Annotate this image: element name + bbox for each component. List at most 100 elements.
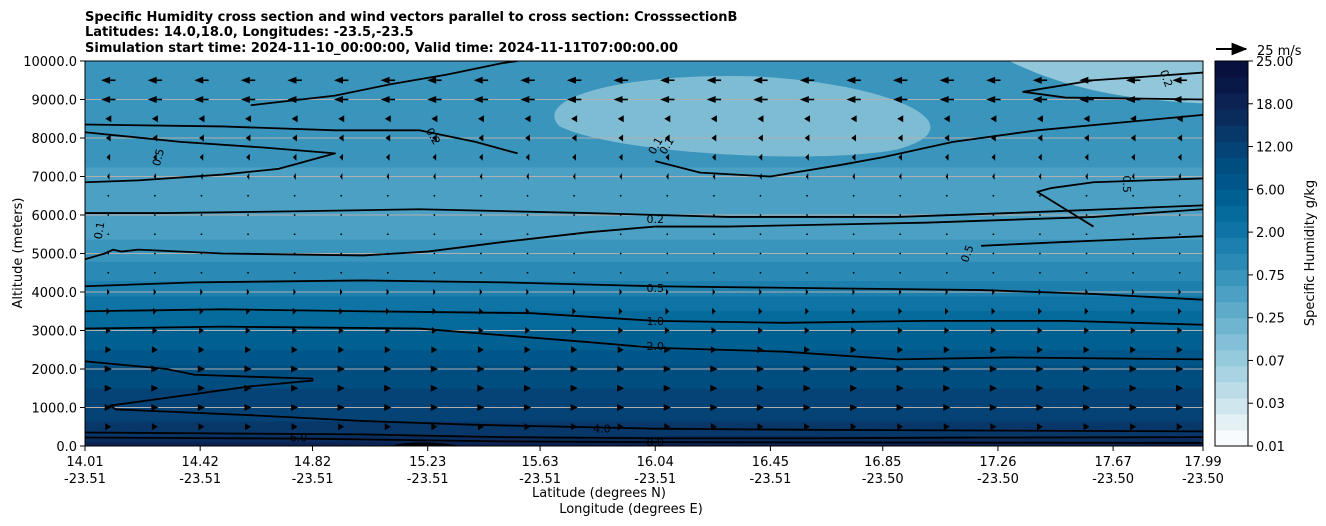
wind-vector: [197, 365, 206, 373]
wind-vector-head: [104, 384, 112, 392]
wind-vector-head: [292, 153, 297, 161]
wind-vector: [572, 307, 576, 315]
wind-vector-head: [292, 134, 298, 142]
wind-vector: [573, 233, 576, 236]
wind-vector: [618, 307, 623, 315]
wind-vector: [291, 423, 298, 431]
wind-vector: [104, 365, 112, 373]
wind-vector: [524, 346, 531, 354]
wind-vector: [619, 173, 622, 180]
wind-vector-head: [293, 173, 296, 180]
contour-line: [85, 123, 518, 155]
wind-vector-head: [105, 423, 112, 431]
wind-vector: [1085, 252, 1088, 255]
wind-vector: [756, 384, 765, 392]
wind-vector-head: [473, 76, 483, 84]
colorbar-segment: [1215, 221, 1248, 238]
wind-vector-head: [706, 76, 716, 84]
wind-vector: [473, 76, 489, 84]
wind-vector-head: [478, 134, 484, 142]
wind-vector: [200, 173, 203, 180]
wind-vector-head: [147, 96, 157, 103]
wind-vector-head: [570, 404, 578, 411]
wind-vector-head: [385, 153, 390, 161]
chart-title: Specific Humidity cross section and wind…: [85, 10, 737, 56]
wind-vector: [384, 365, 392, 373]
wind-vector: [756, 404, 765, 411]
wind-vector-head: [334, 76, 344, 84]
wind-vector-head: [1130, 115, 1137, 123]
humidity-band: [85, 205, 1203, 211]
wind-vector-head: [664, 134, 670, 142]
wind-vector: [898, 153, 903, 161]
wind-vector: [525, 134, 530, 142]
contour-line: [85, 325, 1203, 361]
wind-vector: [1082, 365, 1091, 373]
wind-vector: [566, 76, 582, 84]
wind-vector: [758, 327, 763, 334]
wind-vector: [898, 307, 903, 315]
humidity-band: [85, 419, 1203, 422]
wind-vector-head: [1036, 346, 1043, 354]
wind-vector: [479, 173, 483, 180]
wind-vector: [992, 214, 995, 216]
wind-vector: [152, 134, 158, 142]
contour-label: 8.0: [646, 436, 664, 449]
wind-vector: [240, 76, 256, 84]
wind-vector: [520, 96, 535, 103]
wind-vector: [1178, 271, 1181, 274]
wind-vector-head: [711, 134, 717, 142]
wind-vector-head: [660, 76, 670, 84]
wind-vector-head: [1129, 404, 1137, 411]
wind-vector-head: [756, 365, 765, 373]
wind-vector-head: [1083, 346, 1090, 354]
wind-vector-head: [107, 173, 110, 180]
wind-vector: [106, 307, 111, 315]
humidity-band: [85, 378, 1203, 383]
wind-vector-head: [758, 327, 763, 334]
wind-vector-head: [571, 134, 577, 142]
wind-vector: [663, 365, 671, 373]
wind-vector: [153, 307, 157, 315]
wind-vector-head: [799, 76, 809, 84]
wind-vector-head: [665, 307, 670, 315]
colorbar-tick-label: 0.75: [1256, 269, 1285, 284]
x-tick-label-latitude: 17.67: [1095, 455, 1132, 470]
wind-vector: [334, 76, 349, 84]
wind-vector: [105, 327, 111, 334]
wind-vector-head: [1036, 365, 1044, 373]
humidity-band: [85, 166, 1203, 173]
wind-vector: [943, 365, 951, 373]
humidity-band: [85, 261, 1203, 266]
wind-vector-head: [1176, 365, 1184, 373]
wind-vector: [617, 404, 625, 411]
wind-vector-head: [477, 115, 484, 123]
x-tick-label-longitude: -23.50: [977, 472, 1019, 487]
contour-line: [85, 131, 336, 184]
wind-vector: [805, 307, 809, 315]
wind-vector-head: [520, 96, 530, 103]
wind-vector-head: [618, 327, 624, 334]
wind-vector: [1176, 384, 1184, 392]
wind-vector-head: [523, 384, 532, 392]
x-tick-label-longitude: -23.51: [179, 472, 221, 487]
wind-vector-head: [1084, 327, 1089, 334]
wind-vector: [804, 346, 811, 354]
wind-vector: [200, 288, 203, 296]
wind-vector: [897, 327, 903, 334]
wind-vector: [287, 96, 302, 103]
wind-vector: [1083, 423, 1090, 431]
wind-vector-head: [477, 365, 485, 373]
wind-vector: [852, 214, 855, 216]
wind-vector-head: [943, 404, 951, 411]
wind-vector: [427, 76, 442, 84]
x-tick-label-latitude: 15.63: [521, 455, 558, 470]
wind-vector-head: [991, 153, 996, 161]
x-tick-label-latitude: 16.04: [637, 455, 674, 470]
x-tick-label-longitude: -23.51: [64, 472, 106, 487]
wind-vector-head: [944, 327, 950, 334]
wind-vector: [292, 134, 298, 142]
colorbar-segment: [1215, 173, 1248, 190]
humidity-band: [85, 268, 1203, 274]
humidity-band: [85, 424, 1203, 428]
